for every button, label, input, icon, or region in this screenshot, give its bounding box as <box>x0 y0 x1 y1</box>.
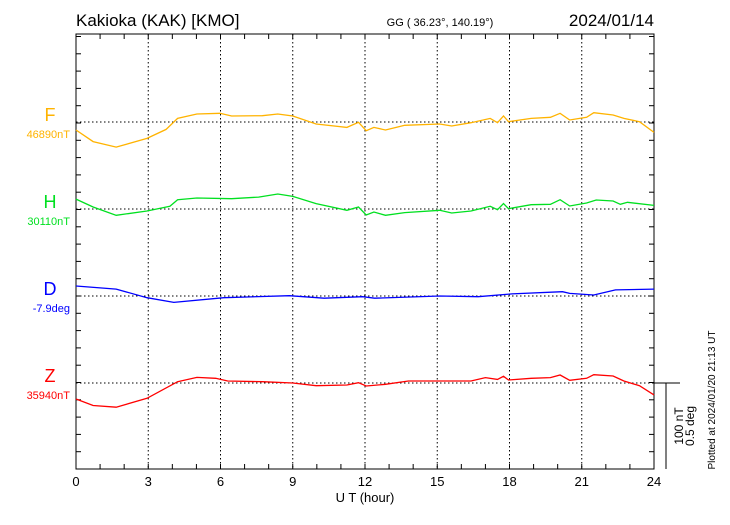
baseline-value-z: 35940nT <box>27 390 71 402</box>
x-tick-label: 6 <box>217 474 224 489</box>
x-tick-label: 21 <box>575 474 589 489</box>
series-name-f: F <box>45 105 56 125</box>
series-name-d: D <box>44 279 57 299</box>
series-line-f <box>75 112 655 148</box>
axes: 0 3 6 9 12 15 18 21 24 <box>72 33 661 489</box>
scale-deg-label: 0.5 deg <box>683 406 697 446</box>
series-group <box>75 112 655 408</box>
baseline-value-d: -7.9deg <box>33 303 70 315</box>
series-line-z <box>75 374 655 408</box>
baseline-value-f: 46890nT <box>27 129 71 141</box>
series-name-h: H <box>44 192 57 212</box>
series-line-h <box>75 193 655 216</box>
scale-nt-label: 100 nT <box>672 407 686 445</box>
grid <box>76 34 654 469</box>
date-label: 2024/01/14 <box>569 11 654 30</box>
baseline-value-h: 30110nT <box>27 216 70 228</box>
coordinates-label: GG ( 36.23°, 140.19°) <box>387 17 494 29</box>
x-tick-label: 24 <box>647 474 661 489</box>
x-axis-label: U T (hour) <box>336 490 395 505</box>
series-labels: F 46890nT H 30110nT D -7.9deg Z 35940nT <box>27 105 71 402</box>
x-tick-label: 12 <box>358 474 372 489</box>
x-tick-label: 18 <box>502 474 516 489</box>
x-tick-label: 3 <box>145 474 152 489</box>
x-tick-label: 0 <box>72 474 79 489</box>
scale-bar: 100 nT 0.5 deg <box>654 382 697 469</box>
plotted-at-label: Plotted at 2024/01/20 21:13 UT <box>707 331 718 470</box>
series-name-z: Z <box>45 366 56 386</box>
series-line-d <box>75 285 655 304</box>
station-title: Kakioka (KAK) [KMO] <box>76 11 239 30</box>
x-tick-label: 15 <box>430 474 444 489</box>
x-tick-label: 9 <box>289 474 296 489</box>
